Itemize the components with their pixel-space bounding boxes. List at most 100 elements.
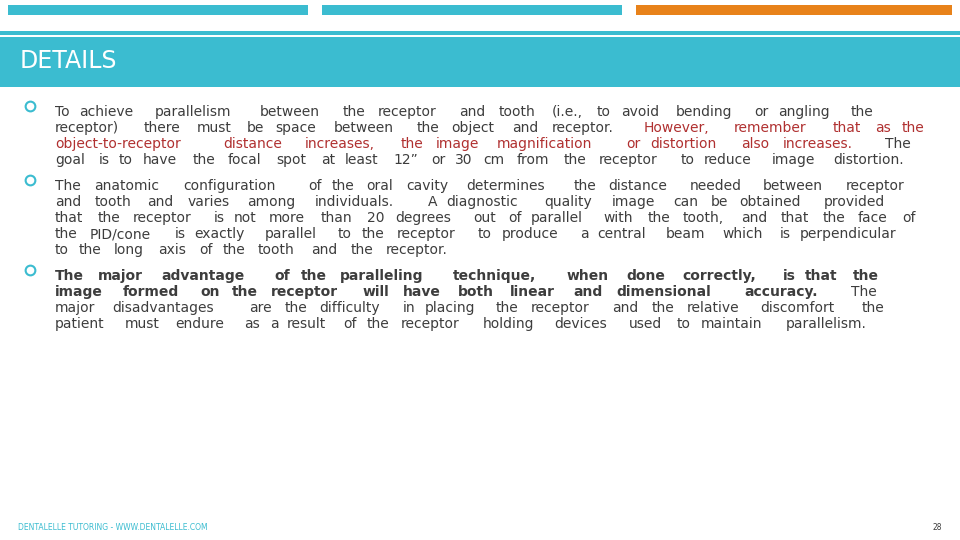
Bar [0,37,960,85]
Text: technique,: technique, [453,269,537,283]
Text: parallel: parallel [531,211,583,225]
Text: magnification: magnification [497,137,592,151]
Text: 20: 20 [367,211,385,225]
Text: the: the [417,121,440,135]
Text: 28: 28 [932,523,942,532]
Text: The: The [851,285,876,299]
Text: paralleling: paralleling [340,269,423,283]
Text: DETAILS: DETAILS [20,49,117,73]
Text: of: of [343,317,356,331]
Text: and: and [311,243,337,257]
Text: the: the [862,301,885,315]
Text: at: at [321,153,335,167]
Text: object-to-receptor: object-to-receptor [55,137,180,151]
Text: that: that [780,211,809,225]
Text: and: and [573,285,603,299]
Text: the: the [231,285,257,299]
Text: done: done [626,269,665,283]
Text: between: between [333,121,394,135]
Text: used: used [629,317,661,331]
Text: when: when [566,269,609,283]
Text: to: to [119,153,133,167]
Text: major: major [98,269,143,283]
Text: is: is [175,227,185,241]
Text: receptor: receptor [271,285,338,299]
Text: space: space [276,121,316,135]
Text: of: of [200,243,213,257]
Text: 12”: 12” [394,153,419,167]
Text: the: the [350,243,373,257]
Text: have: have [143,153,177,167]
Text: have: have [403,285,441,299]
Text: also: also [741,137,769,151]
Text: of: of [508,211,521,225]
Text: linear: linear [510,285,555,299]
Text: in: in [403,301,416,315]
Text: is: is [783,269,796,283]
Text: image: image [772,153,815,167]
Text: receptor): receptor) [55,121,119,135]
Text: receptor: receptor [396,227,455,241]
Text: devices: devices [555,317,608,331]
Text: of: of [275,269,291,283]
Text: among: among [247,195,296,209]
Text: achieve: achieve [80,105,133,119]
Text: individuals.: individuals. [315,195,395,209]
Text: image: image [55,285,103,299]
Text: bending: bending [676,105,732,119]
Text: parallelism: parallelism [155,105,231,119]
Text: correctly,: correctly, [683,269,756,283]
Text: oral: oral [367,179,393,193]
Text: angling: angling [779,105,829,119]
Text: PID/cone: PID/cone [90,227,151,241]
Text: the: the [300,269,326,283]
Text: of: of [308,179,322,193]
Text: the: the [223,243,246,257]
Text: to: to [677,317,691,331]
Text: discomfort: discomfort [760,301,835,315]
Text: the: the [901,121,924,135]
Text: that: that [805,269,838,283]
Text: remember: remember [733,121,806,135]
Text: that: that [833,121,861,135]
Text: central: central [597,227,646,241]
Text: configuration: configuration [183,179,276,193]
Text: maintain: maintain [701,317,762,331]
Text: between: between [259,105,320,119]
Text: endure: endure [176,317,225,331]
Text: patient: patient [55,317,105,331]
Text: be: be [711,195,729,209]
Text: result: result [287,317,326,331]
Text: the: the [362,227,384,241]
Text: avoid: avoid [621,105,659,119]
Text: DENTALELLE TUTORING - WWW.DENTALELLE.COM: DENTALELLE TUTORING - WWW.DENTALELLE.COM [18,523,207,532]
Text: 30: 30 [455,153,473,167]
Text: are: are [250,301,272,315]
Text: receptor: receptor [132,211,191,225]
Text: or: or [431,153,445,167]
Text: the: the [496,301,518,315]
Text: However,: However, [643,121,708,135]
Text: more: more [269,211,304,225]
Text: a: a [581,227,588,241]
Text: difficulty: difficulty [320,301,380,315]
Text: the: the [852,269,879,283]
Text: long: long [113,243,144,257]
Text: receptor: receptor [377,105,436,119]
Text: a: a [270,317,278,331]
Text: least: least [345,153,378,167]
Text: receptor: receptor [531,301,589,315]
Text: or: or [755,105,768,119]
Text: the: the [55,227,78,241]
Text: the: the [331,179,354,193]
Text: determines: determines [467,179,545,193]
Text: distance: distance [223,137,282,151]
Text: distance: distance [609,179,667,193]
Text: to: to [681,153,694,167]
Text: and: and [459,105,485,119]
Text: is: is [780,227,791,241]
Text: A: A [428,195,438,209]
Text: be: be [247,121,264,135]
Text: receptor: receptor [846,179,904,193]
Text: that: that [55,211,84,225]
